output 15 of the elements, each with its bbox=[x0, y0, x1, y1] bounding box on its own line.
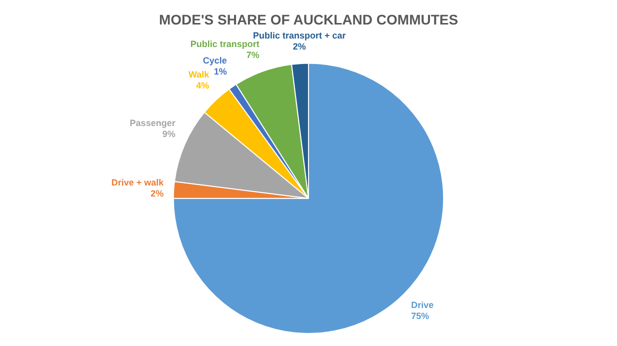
data-label: 7% bbox=[246, 50, 260, 60]
slice-label: Drive + walk bbox=[111, 177, 165, 188]
data-label: 75% bbox=[411, 310, 430, 321]
data-label: 2% bbox=[150, 188, 164, 198]
slice-label: Passenger bbox=[130, 118, 176, 128]
data-label: 2% bbox=[292, 42, 306, 52]
data-label: 9% bbox=[162, 128, 176, 139]
slice-label: Walk bbox=[188, 70, 210, 80]
chart-title: MODE'S SHARE OF AUCKLAND COMMUTES bbox=[158, 11, 458, 28]
data-label: 1% bbox=[214, 66, 227, 76]
data-label: 4% bbox=[196, 80, 210, 91]
slice-label: Drive bbox=[411, 300, 434, 310]
slice-label: Cycle bbox=[202, 55, 227, 66]
slice-label: Public transport bbox=[190, 38, 260, 49]
slice-label: Public transport + car bbox=[253, 30, 346, 41]
